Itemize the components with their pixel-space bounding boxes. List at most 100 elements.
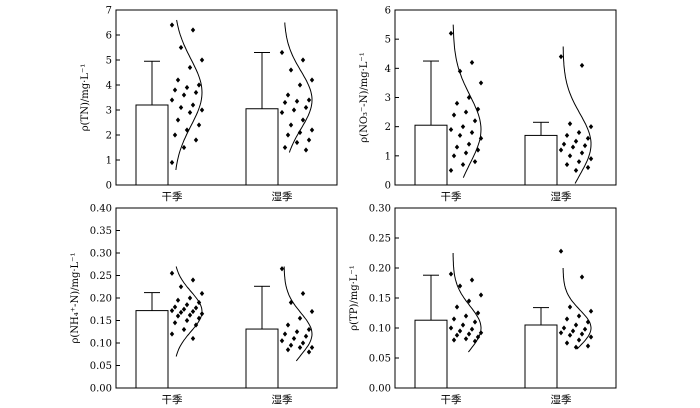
data-point — [448, 30, 454, 36]
data-point — [466, 141, 472, 147]
data-point — [285, 347, 291, 353]
data-point — [309, 77, 315, 83]
category-label-2: 湿季 — [272, 191, 293, 203]
data-point — [297, 82, 303, 88]
data-point — [184, 84, 190, 91]
data-point — [190, 308, 196, 315]
chart-panel-4: 0.00 0.05 0.10 0.15 0.20 0.25 0.30 ρ(TP)/mg·L⁻¹… — [349, 204, 617, 406]
data-point — [448, 325, 454, 331]
data-point — [478, 80, 484, 86]
data-point — [279, 49, 285, 56]
y-tick-label: 0.05 — [369, 354, 391, 365]
y-tick-label: 0.20 — [369, 264, 391, 275]
data-point — [588, 308, 594, 314]
category-label-2: 湿季 — [551, 394, 572, 406]
data-point — [576, 129, 582, 136]
data-point — [196, 299, 202, 306]
y-tick-label: 4 — [385, 64, 391, 75]
data-point — [193, 322, 199, 328]
data-point — [309, 308, 315, 315]
data-point — [300, 340, 306, 346]
data-point — [448, 271, 454, 277]
data-point — [463, 313, 469, 319]
y-tick-label: 0.25 — [369, 234, 391, 245]
data-point — [472, 159, 478, 165]
data-point — [181, 326, 187, 333]
data-point — [309, 127, 315, 133]
data-point — [585, 135, 591, 141]
bar-2 — [524, 134, 558, 186]
data-point — [279, 338, 285, 344]
data-point — [172, 132, 178, 138]
y-axis-label: ρ(NH₄⁺-N)/mg·L⁻¹ — [70, 253, 81, 344]
data-point — [448, 167, 454, 174]
data-point — [175, 297, 181, 303]
y-tick-label: 0 — [106, 181, 112, 192]
data-point — [297, 344, 303, 351]
data-point — [576, 313, 582, 319]
data-point — [561, 325, 567, 331]
data-point — [570, 328, 576, 334]
data-point — [279, 266, 285, 272]
bar-2 — [245, 108, 279, 186]
y-tick-label: 0.15 — [369, 294, 391, 305]
data-point — [463, 109, 469, 115]
data-point — [193, 137, 199, 143]
data-point — [282, 144, 288, 151]
data-point — [175, 313, 181, 319]
y-tick-label: 0.40 — [90, 204, 112, 215]
category-label-1: 干季 — [441, 394, 462, 406]
data-point — [181, 306, 187, 312]
plot-frame — [115, 9, 338, 186]
data-point — [460, 322, 466, 328]
data-point — [196, 122, 202, 128]
bar-2 — [245, 328, 279, 389]
data-point — [190, 277, 196, 283]
data-point — [475, 310, 481, 316]
data-point — [588, 334, 594, 340]
distribution-curve — [452, 24, 482, 178]
y-tick-label: 4 — [106, 81, 112, 92]
y-tick-label: 6 — [385, 6, 391, 17]
y-tick-label: 3 — [106, 106, 112, 117]
data-point — [169, 331, 175, 337]
data-point — [297, 315, 303, 321]
data-point — [457, 283, 463, 289]
data-point — [282, 99, 288, 106]
y-axis-label: ρ(TP)/mg·L⁻¹ — [349, 265, 360, 330]
y-axis-label: ρ(TN)/mg·L⁻¹ — [80, 64, 91, 131]
data-point — [573, 322, 579, 328]
data-point — [472, 118, 478, 124]
data-point — [282, 331, 288, 337]
data-point — [294, 98, 300, 104]
data-point — [585, 319, 591, 325]
data-point — [181, 144, 187, 151]
data-point — [454, 144, 460, 150]
data-point — [454, 304, 460, 310]
data-point — [576, 159, 582, 165]
bar-1 — [414, 124, 448, 186]
data-point — [300, 290, 306, 297]
data-point — [582, 326, 588, 332]
data-point — [573, 138, 579, 144]
distribution-curve — [283, 266, 313, 362]
data-point — [306, 137, 312, 143]
data-point — [193, 305, 199, 311]
data-point — [187, 64, 193, 71]
data-point — [472, 319, 478, 325]
data-point — [579, 274, 585, 280]
data-point — [457, 68, 463, 74]
data-point — [451, 153, 457, 159]
data-point — [199, 290, 205, 297]
data-point — [460, 161, 466, 168]
data-point — [564, 132, 570, 139]
data-point — [285, 322, 291, 328]
data-point — [288, 122, 294, 128]
data-point — [579, 150, 585, 156]
data-point — [190, 27, 196, 33]
bar-1 — [135, 310, 169, 389]
data-point — [466, 298, 472, 304]
data-point — [469, 326, 475, 332]
data-point — [300, 57, 306, 63]
chart-panel-1: 0 1 2 3 4 5 6 7 ρ(TN)/mg·L⁻¹ 干季 湿季 — [80, 6, 338, 203]
